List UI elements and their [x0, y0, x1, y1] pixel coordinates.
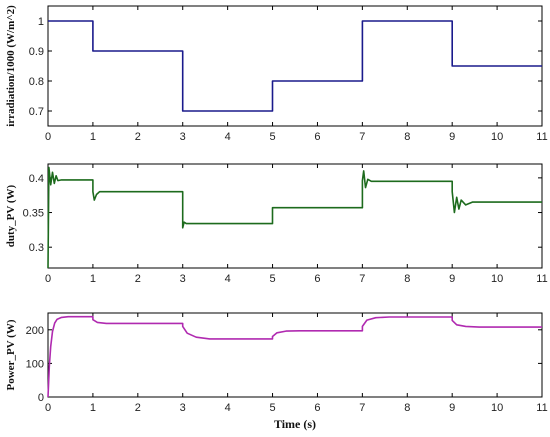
- power-x-tick-label: 9: [449, 402, 455, 414]
- irradiation-x-tick-label: 10: [491, 131, 503, 143]
- duty-x-tick-label: 0: [45, 273, 51, 285]
- duty-x-tick-label: 1: [90, 273, 96, 285]
- irradiation-y-tick-label: 1: [38, 16, 44, 28]
- irradiation-series-line: [48, 20, 542, 112]
- irradiation-panel: 0 1 2 3 4 5 6 7 8 9 10 11 0.7 0.8 0.9 1 irradiation/1000…: [5, 5, 548, 143]
- duty-x-tick-label: 3: [180, 273, 186, 285]
- power-y-tick-label: 200: [26, 325, 44, 337]
- power-x-tick-label: 0: [45, 402, 51, 414]
- irradiation-x-tick-label: 11: [536, 131, 547, 143]
- irradiation-y-tick-label: 0.8: [29, 76, 44, 88]
- power-y-tick-label: 100: [26, 358, 44, 370]
- duty-x-tick-label: 8: [404, 273, 410, 285]
- power-plot-area: [47, 312, 543, 398]
- power-x-tick-label: 6: [314, 402, 320, 414]
- power-panel: 0 1 2 3 4 5 6 7 8 9 10 11 0 100 200 Power_PV (W) Time (s…: [5, 312, 548, 431]
- power-x-axis-label: Time (s): [274, 417, 316, 431]
- duty-x-tick-label: 7: [359, 273, 365, 285]
- duty-x-tick-label: 4: [225, 273, 231, 285]
- power-x-tick-label: 8: [404, 402, 410, 414]
- irradiation-x-tick-label: 1: [90, 131, 96, 143]
- duty-x-tick-label: 5: [269, 273, 275, 285]
- irradiation-x-tick-label: 6: [314, 131, 320, 143]
- power-x-tick-label: 10: [491, 402, 503, 414]
- irradiation-x-tick-label: 0: [45, 131, 51, 143]
- irradiation-x-tick-label: 2: [135, 131, 141, 143]
- power-x-tick-label: 5: [269, 402, 275, 414]
- irradiation-y-axis-label: irradiation/1000 (W/m^2): [5, 5, 17, 127]
- duty-x-tick-label: 11: [536, 273, 547, 285]
- duty-y-tick-label: 0.35: [23, 208, 44, 220]
- duty-plot-area: [47, 163, 543, 269]
- irradiation-x-tick-label: 4: [225, 131, 231, 143]
- power-x-tick-label: 7: [359, 402, 365, 414]
- irradiation-x-tick-label: 3: [180, 131, 186, 143]
- power-x-tick-label: 3: [180, 402, 186, 414]
- duty-series-line: [47, 166, 542, 269]
- duty-y-tick-label: 0.3: [29, 242, 44, 254]
- duty-x-tick-label: 9: [449, 273, 455, 285]
- irradiation-x-tick-label: 9: [449, 131, 455, 143]
- irradiation-y-tick-label: 0.9: [29, 46, 44, 58]
- irradiation-x-tick-label: 8: [404, 131, 410, 143]
- power-y-axis-label: Power_PV (W): [5, 319, 17, 390]
- power-x-tick-label: 1: [90, 402, 96, 414]
- power-x-tick-label: 2: [135, 402, 141, 414]
- duty-x-tick-label: 2: [135, 273, 141, 285]
- irradiation-x-tick-label: 5: [269, 131, 275, 143]
- power-series-line: [47, 315, 542, 398]
- duty-x-tick-label: 6: [314, 273, 320, 285]
- power-y-tick-label: 0: [38, 392, 44, 404]
- irradiation-x-tick-label: 7: [359, 131, 365, 143]
- duty-y-tick-label: 0.4: [29, 173, 44, 185]
- irradiation-y-tick-label: 0.7: [29, 106, 44, 118]
- duty-panel: 0 1 2 3 4 5 6 7 8 9 10 11 0.3 0.35 0.4 duty_PV (W): [5, 163, 548, 285]
- duty-y-axis-label: duty_PV (W): [5, 184, 17, 247]
- duty-x-tick-label: 10: [491, 273, 503, 285]
- power-x-tick-label: 11: [536, 402, 547, 414]
- power-x-tick-label: 4: [225, 402, 231, 414]
